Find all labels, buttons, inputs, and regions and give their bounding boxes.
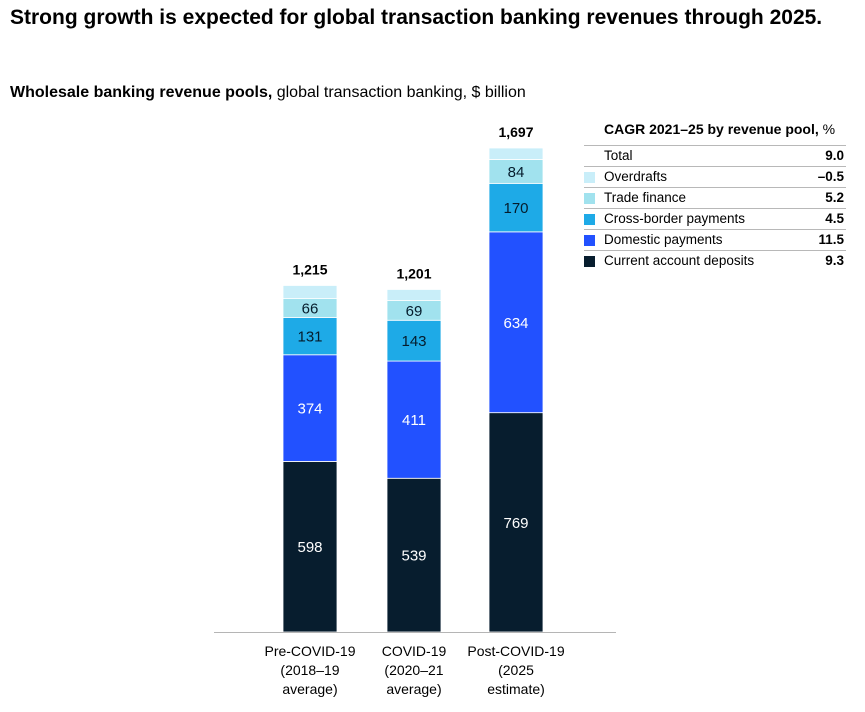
legend-swatch [584, 256, 595, 267]
bar-segment [386, 477, 442, 633]
legend-value: 9.0 [825, 148, 844, 163]
category-label: COVID-19 [382, 643, 447, 659]
legend-value: –0.5 [817, 169, 844, 184]
legend-heading-rest: % [818, 121, 836, 137]
legend-heading: CAGR 2021–25 by revenue pool, % [604, 121, 846, 137]
legend-label: Total [604, 148, 633, 163]
data-label: 143 [401, 333, 426, 350]
category-label: (2025 [498, 662, 534, 678]
category-label: Pre-COVID-19 [264, 643, 355, 659]
legend-heading-bold: CAGR 2021–25 by revenue pool, [604, 121, 819, 137]
data-label: 170 [503, 200, 528, 217]
legend-row-cross-border-payments: Cross-border payments 4.5 [584, 208, 846, 229]
category-label: average) [282, 681, 337, 697]
data-label: 131 [297, 329, 322, 346]
data-label: 66 [302, 301, 319, 318]
legend-row-domestic-payments: Domestic payments 11.5 [584, 229, 846, 250]
legend-row-trade-finance: Trade finance 5.2 [584, 187, 846, 208]
data-label: 539 [401, 548, 426, 565]
bar-segment [386, 289, 442, 301]
category-label: average) [386, 681, 441, 697]
legend-value: 5.2 [825, 190, 844, 205]
category-label: estimate) [487, 681, 545, 697]
legend-label: Overdrafts [604, 169, 668, 184]
bar-segment [488, 412, 544, 633]
bar-segment [488, 147, 544, 160]
legend-label: Cross-border payments [604, 211, 746, 226]
total-label: 1,697 [498, 124, 533, 140]
chart-title: Strong growth is expected for global tra… [10, 6, 823, 29]
bar-segment [282, 285, 338, 299]
bar-segment [488, 182, 544, 233]
legend-row-current-account-deposits: Current account deposits 9.3 [584, 250, 846, 271]
legend-row-overdrafts: Overdrafts –0.5 [584, 166, 846, 187]
category-label: Post-COVID-19 [467, 643, 564, 659]
legend-value: 9.3 [825, 253, 844, 268]
legend-swatch [584, 214, 595, 225]
data-label: 634 [503, 315, 528, 332]
legend-swatch [584, 235, 595, 246]
data-label: 411 [402, 412, 426, 429]
total-label: 1,215 [292, 261, 327, 277]
bar-segment [282, 354, 338, 462]
data-label: 69 [406, 303, 423, 320]
legend-label: Current account deposits [604, 253, 755, 268]
data-label: 374 [297, 401, 322, 418]
bar-segment [488, 231, 544, 414]
legend-swatch [584, 172, 595, 183]
subtitle-bold: Wholesale banking revenue pools, [10, 84, 273, 101]
total-label: 1,201 [396, 265, 431, 281]
legend-value: 4.5 [825, 211, 844, 226]
cagr-legend: CAGR 2021–25 by revenue pool, % Total 9.… [584, 121, 846, 271]
legend-row-total: Total 9.0 [584, 145, 846, 166]
bar-segment [386, 360, 442, 479]
subtitle-rest: global transaction banking, $ billion [272, 84, 526, 101]
data-label: 769 [503, 515, 528, 532]
bar-segment [282, 461, 338, 633]
category-label: (2020–21 [384, 662, 443, 678]
category-label: (2018–19 [280, 662, 339, 678]
data-label: 84 [508, 164, 525, 181]
data-label: 598 [297, 539, 322, 556]
legend-value: 11.5 [818, 232, 844, 247]
chart-subtitle: Wholesale banking revenue pools, global … [10, 84, 526, 102]
legend-label: Domestic payments [604, 232, 723, 247]
legend-swatch [584, 193, 595, 204]
legend-label: Trade finance [604, 190, 687, 205]
